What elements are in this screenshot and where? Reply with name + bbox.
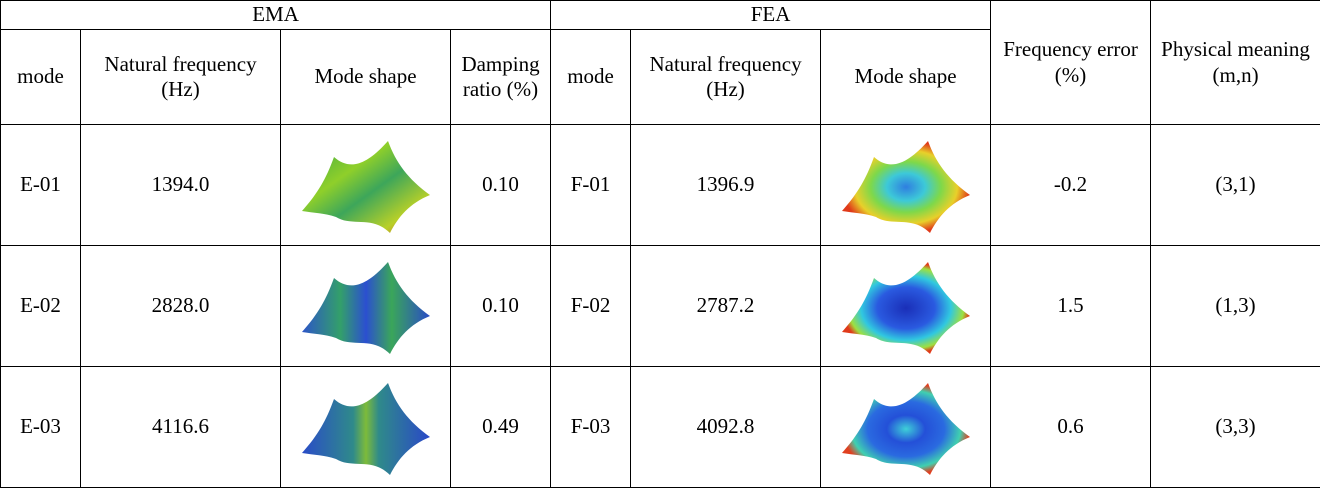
mode-shape	[821, 125, 991, 246]
mode-shape-image	[296, 135, 436, 235]
mode-shape-image	[836, 135, 976, 235]
mode-shape-image	[296, 377, 436, 477]
mode-shape-image	[296, 256, 436, 356]
cell: 1.5	[991, 246, 1151, 367]
mode-shape	[821, 367, 991, 488]
cell: F-01	[551, 125, 631, 246]
page: EMA FEA Frequency error (%) Physical mea…	[0, 0, 1320, 488]
column-header: Mode shape	[281, 30, 451, 125]
cell: E-01	[1, 125, 81, 246]
cell: 0.10	[451, 246, 551, 367]
mode-shape	[281, 367, 451, 488]
column-header: Natural frequency (Hz)	[631, 30, 821, 125]
cell: 0.6	[991, 367, 1151, 488]
column-header: Damping ratio (%)	[451, 30, 551, 125]
mode-shape	[281, 246, 451, 367]
cell: -0.2	[991, 125, 1151, 246]
mode-shape-image	[836, 256, 976, 356]
cell: 1396.9	[631, 125, 821, 246]
mode-shape-image	[836, 377, 976, 477]
group-header: FEA	[551, 1, 991, 30]
cell: 2787.2	[631, 246, 821, 367]
cell: 2828.0	[81, 246, 281, 367]
mode-shape	[821, 246, 991, 367]
cell: (3,1)	[1151, 125, 1320, 246]
cell: 4092.8	[631, 367, 821, 488]
results-table: EMA FEA Frequency error (%) Physical mea…	[0, 0, 1320, 488]
column-header: Frequency error (%)	[991, 1, 1151, 125]
cell: E-03	[1, 367, 81, 488]
cell: E-02	[1, 246, 81, 367]
column-header: Physical meaning (m,n)	[1151, 1, 1320, 125]
column-header: mode	[551, 30, 631, 125]
cell: 0.10	[451, 125, 551, 246]
cell: 1394.0	[81, 125, 281, 246]
cell: 4116.6	[81, 367, 281, 488]
cell: (3,3)	[1151, 367, 1320, 488]
cell: 0.49	[451, 367, 551, 488]
cell: F-03	[551, 367, 631, 488]
group-header: EMA	[1, 1, 551, 30]
cell: F-02	[551, 246, 631, 367]
column-header: mode	[1, 30, 81, 125]
column-header: Natural frequency (Hz)	[81, 30, 281, 125]
column-header: Mode shape	[821, 30, 991, 125]
mode-shape	[281, 125, 451, 246]
cell: (1,3)	[1151, 246, 1320, 367]
